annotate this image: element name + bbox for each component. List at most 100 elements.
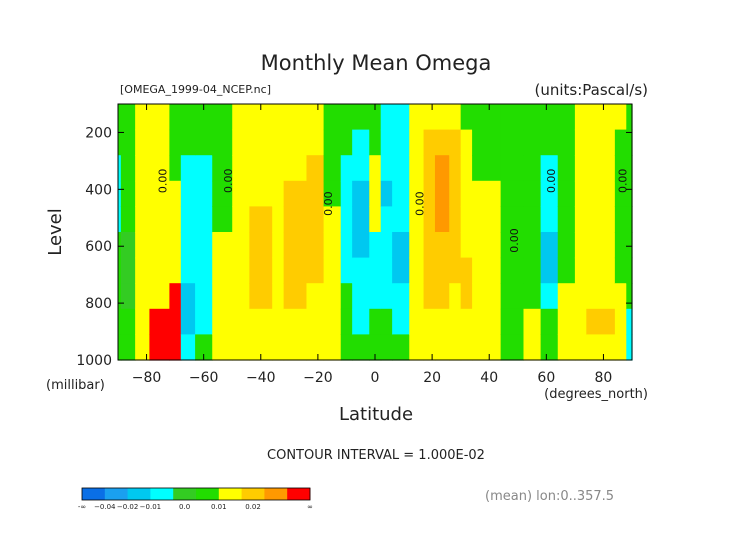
contour-cell [614, 283, 627, 310]
contour-cell [323, 232, 342, 259]
contour-cell [149, 257, 170, 284]
contour-cell [434, 283, 450, 310]
contour-cell [574, 104, 587, 131]
contour-cell [149, 206, 170, 233]
contour-cell [212, 283, 233, 310]
contour-cell [540, 206, 559, 233]
contour-cell [135, 104, 151, 131]
contour-cell [586, 180, 616, 207]
contour-cell [523, 155, 542, 182]
units-label: (units:Pascal/s) [535, 81, 649, 99]
contour-cell [283, 155, 308, 182]
contour-cell [472, 232, 502, 259]
contour-cell [272, 206, 285, 233]
y-tick-label: 600 [85, 239, 112, 255]
contour-cell [232, 180, 250, 207]
contour-cell [380, 180, 393, 207]
contour-cell [249, 283, 273, 310]
legend-swatch [173, 488, 197, 500]
contour-label: 0.00 [322, 191, 335, 216]
contour-cell [212, 334, 233, 361]
contour-cell [306, 308, 325, 335]
contour-cell [249, 206, 273, 233]
contour-cell [614, 129, 627, 156]
contour-cell [283, 257, 308, 284]
contour-cell [392, 308, 410, 335]
contour-cell [626, 232, 633, 259]
contour-cell [340, 232, 353, 259]
legend-swatch [82, 488, 106, 500]
x-tick-label: −20 [303, 370, 333, 386]
contour-cell [392, 257, 410, 284]
contour-cell [449, 257, 462, 284]
legend-frame [81, 487, 311, 501]
x-unit-note: (degrees_north) [544, 387, 648, 402]
contour-cell [249, 232, 273, 259]
contour-cell [392, 283, 410, 310]
contour-cell [574, 129, 587, 156]
contour-cell [460, 257, 473, 284]
contour-cell [460, 283, 473, 310]
contour-cell [232, 104, 250, 131]
contour-cell [212, 180, 233, 207]
contour-cell [449, 283, 462, 310]
contour-cell [195, 283, 213, 310]
contour-cell [195, 206, 213, 233]
contour-cell [323, 104, 342, 131]
contour-cell [500, 129, 525, 156]
contour-cell [352, 206, 370, 233]
contour-cell [340, 129, 353, 156]
contour-cell [232, 129, 250, 156]
contour-cell [449, 180, 462, 207]
x-axis-label: Latitude [339, 404, 413, 425]
contour-cell [118, 104, 122, 131]
contour-cell [149, 104, 170, 131]
contour-cell [340, 155, 353, 182]
contour-cell [135, 180, 151, 207]
contour-cell [614, 155, 627, 182]
contour-cell [449, 104, 462, 131]
contour-cell [626, 155, 633, 182]
contour-cell [212, 129, 233, 156]
contour-cell [500, 180, 525, 207]
contour-cell [449, 129, 462, 156]
contour-cell [352, 104, 370, 131]
contour-cell [392, 232, 410, 259]
contour-cell [149, 308, 170, 335]
contour-cell [586, 129, 616, 156]
contour-cell [272, 180, 285, 207]
legend-label: −0.02 [117, 503, 138, 511]
contour-cell [340, 180, 353, 207]
contour-cell [118, 206, 122, 233]
contour-cell [120, 206, 136, 233]
contour-cell [434, 232, 450, 259]
contour-cell [120, 180, 136, 207]
contour-cell [472, 206, 502, 233]
contour-cell [272, 308, 285, 335]
contour-cell [306, 334, 325, 361]
contour-cell [149, 334, 170, 361]
contour-cell [500, 308, 525, 335]
contour-cell [369, 180, 382, 207]
contour-cell [423, 155, 436, 182]
contour-cell [340, 283, 353, 310]
contour-cell [195, 180, 213, 207]
contour-cell [574, 334, 587, 361]
legend-swatch [196, 488, 220, 500]
contour-cell [120, 104, 136, 131]
contour-cell [283, 232, 308, 259]
contour-cell [249, 104, 273, 131]
contour-cell [369, 283, 382, 310]
contour-cell [135, 129, 151, 156]
contour-cell [626, 104, 633, 131]
contour-cell [212, 257, 233, 284]
contour-cell [586, 257, 616, 284]
contour-cell [120, 334, 136, 361]
contour-cell [423, 334, 436, 361]
contour-cell [352, 283, 370, 310]
contour-cell [323, 334, 342, 361]
contour-cell [392, 155, 410, 182]
contour-cell [500, 206, 525, 233]
contour-cell [283, 308, 308, 335]
